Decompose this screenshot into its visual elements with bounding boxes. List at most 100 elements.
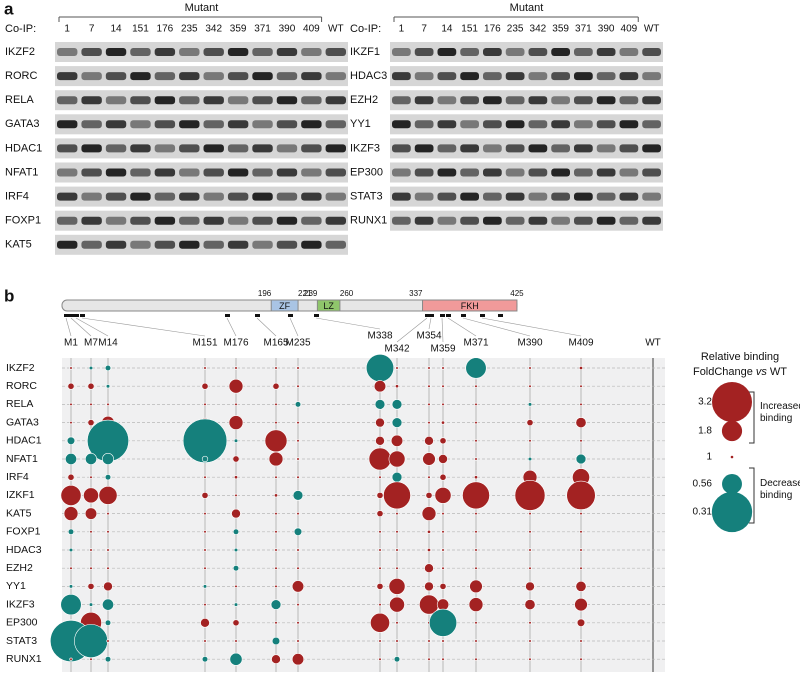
blot-band: [252, 120, 273, 129]
blot-band: [642, 144, 661, 153]
bubble: [87, 419, 95, 427]
panel-label: b: [4, 286, 14, 305]
blot-strip: [55, 210, 348, 231]
row-label: YY1: [6, 580, 26, 592]
row-label: IRF4: [6, 471, 29, 483]
column-label: M7: [84, 338, 98, 349]
blot-band: [460, 48, 479, 56]
protein-length: 425: [510, 289, 524, 298]
domain: [270, 299, 299, 312]
column-label: M371: [463, 338, 488, 349]
mutation-site: [288, 314, 293, 317]
bubble: [291, 653, 305, 666]
blot-band: [154, 168, 176, 177]
group-header: Mutant: [510, 2, 544, 14]
bubble: [69, 402, 73, 407]
bubble: [296, 639, 300, 643]
bubble: [474, 439, 478, 443]
lane-label: 409: [621, 24, 638, 35]
bubble: [203, 530, 207, 534]
blot-band: [596, 72, 616, 81]
bubble: [378, 566, 382, 570]
blot-band: [619, 96, 639, 105]
domain-name: FKH: [461, 301, 479, 311]
mutation-site: [429, 314, 434, 317]
lane-label: 1: [399, 24, 405, 35]
mutation-site: [314, 314, 319, 317]
column-label: M359: [430, 344, 455, 355]
bubble: [68, 584, 74, 589]
blot-band: [505, 216, 525, 225]
bubble: [474, 384, 478, 388]
blot-band: [460, 168, 479, 177]
bubble: [528, 657, 532, 661]
bubble: [469, 579, 483, 594]
bubble: [526, 419, 534, 427]
bubble: [474, 421, 478, 425]
lane-label: 342: [530, 24, 547, 35]
blot-band: [414, 168, 434, 177]
bubble: [228, 415, 244, 430]
bubble: [528, 530, 532, 534]
legend-tick: 1: [706, 452, 712, 463]
bubble: [427, 421, 431, 425]
blot-band: [325, 168, 346, 177]
blot-band: [551, 96, 570, 105]
blot-band: [528, 96, 548, 105]
lane-label: 371: [575, 24, 592, 35]
blot-band: [619, 144, 639, 153]
bubble: [424, 563, 434, 574]
bubble: [427, 657, 431, 661]
bubble: [441, 639, 445, 643]
blot-band: [252, 168, 273, 177]
blot-band: [227, 72, 249, 81]
bubble: [421, 506, 437, 521]
bubble: [274, 530, 278, 534]
bubble: [234, 402, 238, 407]
bubble: [395, 530, 399, 534]
connector: [289, 317, 299, 337]
blot-band: [392, 168, 411, 177]
blot-band: [203, 120, 224, 129]
bubble: [201, 382, 209, 390]
bubble: [296, 439, 300, 443]
blot-strip: [55, 42, 348, 62]
blot-band: [414, 48, 434, 56]
blot-strip: [55, 138, 348, 159]
blot-band: [105, 168, 127, 177]
connector: [315, 317, 381, 330]
blot-band: [130, 192, 151, 201]
connector: [428, 317, 432, 330]
blot-band: [551, 48, 570, 56]
blot-band: [483, 192, 502, 201]
legend-tick: 0.31: [693, 507, 713, 518]
bubble: [474, 511, 478, 516]
lane-label: WT: [328, 24, 344, 35]
blot-band: [460, 192, 479, 201]
blot-band: [130, 168, 151, 177]
blot-strip: [390, 42, 663, 62]
bubble: [274, 366, 278, 370]
blot-band: [325, 72, 346, 81]
connector: [441, 317, 444, 343]
blot-band: [81, 144, 102, 153]
bubble: [274, 493, 278, 498]
blot-band: [301, 192, 322, 201]
legend-subtitle-part: vs: [756, 366, 768, 378]
bubble: [60, 484, 82, 506]
bubble: [395, 548, 399, 552]
bubble: [391, 471, 403, 483]
mutation-site: [69, 314, 74, 317]
bubble: [528, 548, 532, 552]
bubble: [574, 597, 588, 612]
bubble: [106, 566, 110, 570]
bubble: [579, 439, 583, 443]
legend-bracket: [749, 467, 755, 524]
row-label: RELA: [6, 398, 33, 410]
row-label: KAT5: [6, 507, 32, 519]
row-label: STAT3: [6, 635, 37, 647]
blot-band: [81, 240, 102, 249]
blot-band: [105, 120, 127, 129]
bubble: [89, 475, 93, 479]
blot-band: [528, 72, 548, 81]
